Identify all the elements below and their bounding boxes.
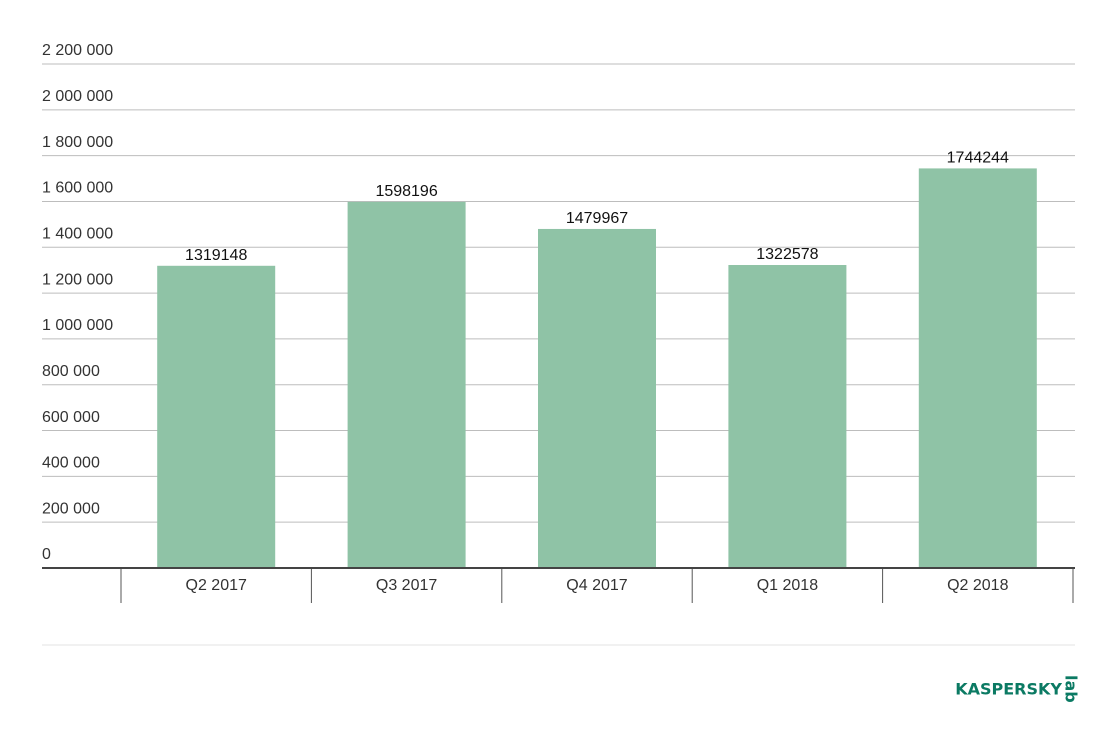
value-label: 1479967 <box>566 210 628 227</box>
bar <box>538 228 656 569</box>
logo: KASPERSKY <box>955 680 1062 699</box>
y-tick-label: 0 <box>42 546 51 563</box>
x-tick-label: Q2 2017 <box>186 577 247 594</box>
value-label: 1744244 <box>947 150 1009 167</box>
bar <box>728 265 847 568</box>
y-tick-label: 1 200 000 <box>42 271 113 288</box>
y-tick-label: 200 000 <box>42 500 100 517</box>
logo-suffix: lab <box>1062 675 1081 703</box>
y-tick-label: 2 000 000 <box>42 88 113 105</box>
bar <box>918 168 1037 569</box>
y-tick-label: 1 000 000 <box>42 317 113 334</box>
y-tick-label: 600 000 <box>42 409 100 426</box>
y-tick-label: 1 800 000 <box>42 134 113 151</box>
x-tick-label: Q3 2017 <box>376 577 437 594</box>
value-label: 1319148 <box>185 247 247 264</box>
x-tick-label: Q2 2018 <box>947 577 1008 594</box>
value-label: 1598196 <box>375 183 437 200</box>
y-tick-label: 1 400 000 <box>42 225 113 242</box>
bar <box>347 201 466 568</box>
y-tick-label: 1 600 000 <box>42 180 113 197</box>
y-tick-label: 800 000 <box>42 363 100 380</box>
x-tick-label: Q4 2017 <box>566 577 627 594</box>
y-tick-label: 400 000 <box>42 455 100 472</box>
y-tick-label: 2 200 000 <box>42 42 113 59</box>
x-tick-label: Q1 2018 <box>757 577 818 594</box>
bar <box>157 265 276 568</box>
value-label: 1322578 <box>756 246 818 263</box>
